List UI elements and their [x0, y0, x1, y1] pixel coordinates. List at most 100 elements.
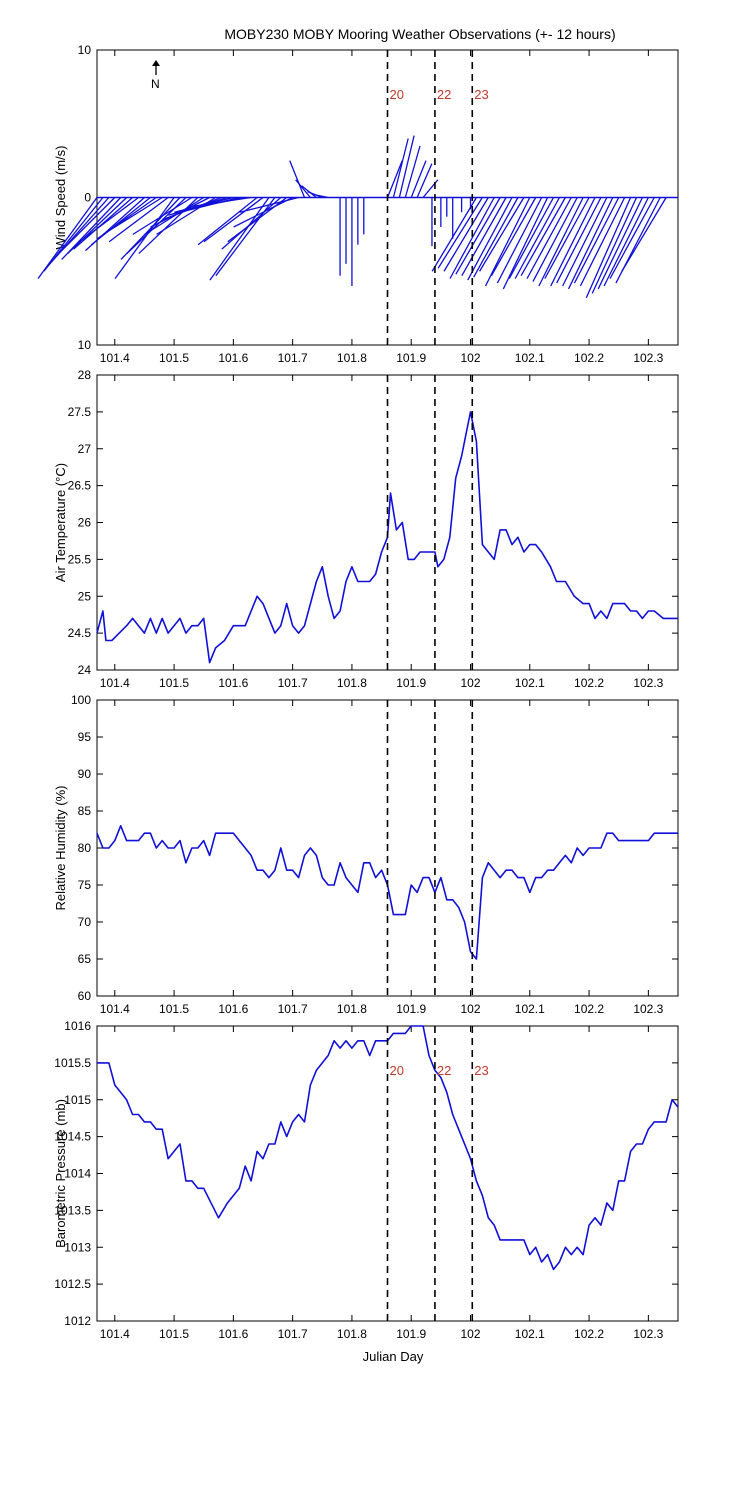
y-tick-label: 24 [78, 663, 92, 677]
x-tick-label: 102.2 [574, 1002, 604, 1016]
wind-stick [579, 197, 626, 287]
x-tick-label: 101.6 [218, 1002, 248, 1016]
y-tick-label: 95 [78, 730, 92, 744]
wind-stick [192, 196, 252, 207]
x-tick-label: 101.6 [218, 676, 248, 690]
wind-stick [502, 197, 549, 290]
y-tick-label: 1014 [64, 1167, 91, 1181]
x-tick-label: 101.9 [396, 1327, 426, 1341]
x-tick-label: 101.7 [278, 1327, 308, 1341]
wind-stick [203, 196, 264, 243]
x-tick-label: 102 [460, 676, 480, 690]
y-tick-label: 60 [78, 989, 92, 1003]
y-tick-label: 90 [78, 767, 92, 781]
y-axis-label: Air Temperature (°C) [53, 463, 68, 582]
wind-stick [479, 197, 525, 272]
y-tick-label: 1012.5 [54, 1277, 91, 1291]
x-tick-label: 101.5 [159, 1327, 189, 1341]
wind-stick [461, 197, 507, 276]
wind-stick [239, 196, 299, 213]
wind-stick [386, 160, 403, 198]
wind-stick [102, 196, 163, 235]
wind-stick [132, 196, 193, 235]
wind-stick [544, 197, 590, 279]
wind-stick [443, 197, 489, 272]
x-tick-label: 102.2 [574, 1327, 604, 1341]
wind-stick [532, 197, 578, 282]
y-axis-label: Wind Speed (m/s) [53, 145, 68, 249]
x-tick-label: 102.2 [574, 676, 604, 690]
panel-4: 101.4 101.5 101.6 101.7 101.8 101.9 102 102.1 10… [53, 1019, 679, 1341]
y-tick-label: 1013.5 [54, 1203, 91, 1217]
series-line [96, 825, 678, 960]
event-label: 22 [437, 1063, 451, 1078]
y-tick-label: 27 [78, 442, 92, 456]
event-label: 20 [390, 1063, 404, 1078]
x-tick-label: 101.4 [100, 351, 130, 365]
y-tick-label: 65 [78, 952, 92, 966]
x-tick-label: 101.5 [159, 351, 189, 365]
y-tick-label: 10 [78, 338, 92, 352]
y-tick-label: 1015.5 [54, 1056, 91, 1070]
y-tick-label: 27.5 [68, 405, 92, 419]
wind-stick [621, 197, 667, 272]
y-tick-label: 24.5 [68, 626, 92, 640]
x-tick-label: 102 [460, 351, 480, 365]
y-tick-label: 85 [78, 804, 92, 818]
x-tick-label: 101.8 [337, 351, 367, 365]
panel-2: 101.4 101.5 101.6 101.7 101.8 101.9 102 102.1 10… [53, 368, 679, 690]
wind-stick [455, 197, 501, 275]
x-tick-label: 101.6 [218, 351, 248, 365]
y-tick-label: 1015 [64, 1093, 91, 1107]
event-label: 22 [437, 87, 451, 102]
y-tick-label: 28 [78, 368, 92, 382]
x-tick-label: 101.7 [278, 351, 308, 365]
wind-stick [392, 138, 409, 198]
x-tick-label: 102.1 [515, 1327, 545, 1341]
wind-stick [550, 197, 596, 287]
wind-stick [490, 197, 537, 276]
x-tick-label: 101.7 [278, 676, 308, 690]
wind-stick [526, 197, 572, 279]
y-tick-label: 26 [78, 516, 92, 530]
wind-stick [431, 197, 477, 272]
x-tick-label: 102 [460, 1327, 480, 1341]
y-tick-label: 80 [78, 841, 92, 855]
x-tick-label: 101.5 [159, 1002, 189, 1016]
y-tick-label: 26.5 [68, 479, 92, 493]
x-tick-label: 101.5 [159, 676, 189, 690]
event-label: 23 [474, 87, 488, 102]
panel-3: 101.4 101.5 101.6 101.7 101.8 101.9 102 102.1 10… [53, 693, 679, 1016]
x-tick-label: 101.9 [396, 676, 426, 690]
y-tick-label: 75 [78, 878, 92, 892]
wind-stick [55, 197, 116, 257]
y-tick-label: 10 [78, 43, 92, 57]
x-tick-label: 101.8 [337, 676, 367, 690]
x-tick-label: 102 [460, 1002, 480, 1016]
y-tick-label: 1014.5 [54, 1130, 91, 1144]
wind-stick [597, 197, 644, 290]
wind-stick [313, 193, 329, 199]
wind-stick [404, 145, 421, 198]
event-label: 23 [474, 1063, 488, 1078]
wind-stick [108, 196, 169, 243]
wind-stick [289, 160, 306, 198]
x-tick-label: 101.4 [100, 676, 130, 690]
x-tick-label: 102.1 [515, 351, 545, 365]
wind-stick [473, 197, 519, 278]
x-tick-label: 102.1 [515, 676, 545, 690]
wind-stick [562, 197, 608, 287]
x-axis-label: Julian Day [363, 1349, 424, 1364]
y-tick-label: 0 [84, 191, 91, 205]
wind-stick [573, 197, 620, 284]
wind-stick [467, 197, 513, 281]
x-tick-label: 102.1 [515, 1002, 545, 1016]
wind-stick [114, 197, 175, 280]
wind-stick [520, 197, 566, 276]
wind-stick [209, 197, 270, 281]
wind-stick [233, 196, 293, 228]
wind-stick [416, 163, 433, 198]
y-tick-label: 1016 [64, 1019, 91, 1033]
panel-1: 101.4 101.5 101.6 101.7 101.8 101.9 102 102.1 10… [37, 43, 679, 365]
y-tick-label: 25 [78, 589, 92, 603]
